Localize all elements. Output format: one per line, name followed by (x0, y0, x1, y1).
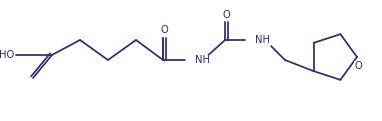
Text: NH: NH (255, 35, 270, 45)
Text: NH: NH (195, 55, 210, 65)
Text: HO: HO (0, 50, 14, 60)
Text: O: O (354, 61, 362, 71)
Text: O: O (160, 25, 168, 35)
Text: O: O (222, 10, 230, 20)
